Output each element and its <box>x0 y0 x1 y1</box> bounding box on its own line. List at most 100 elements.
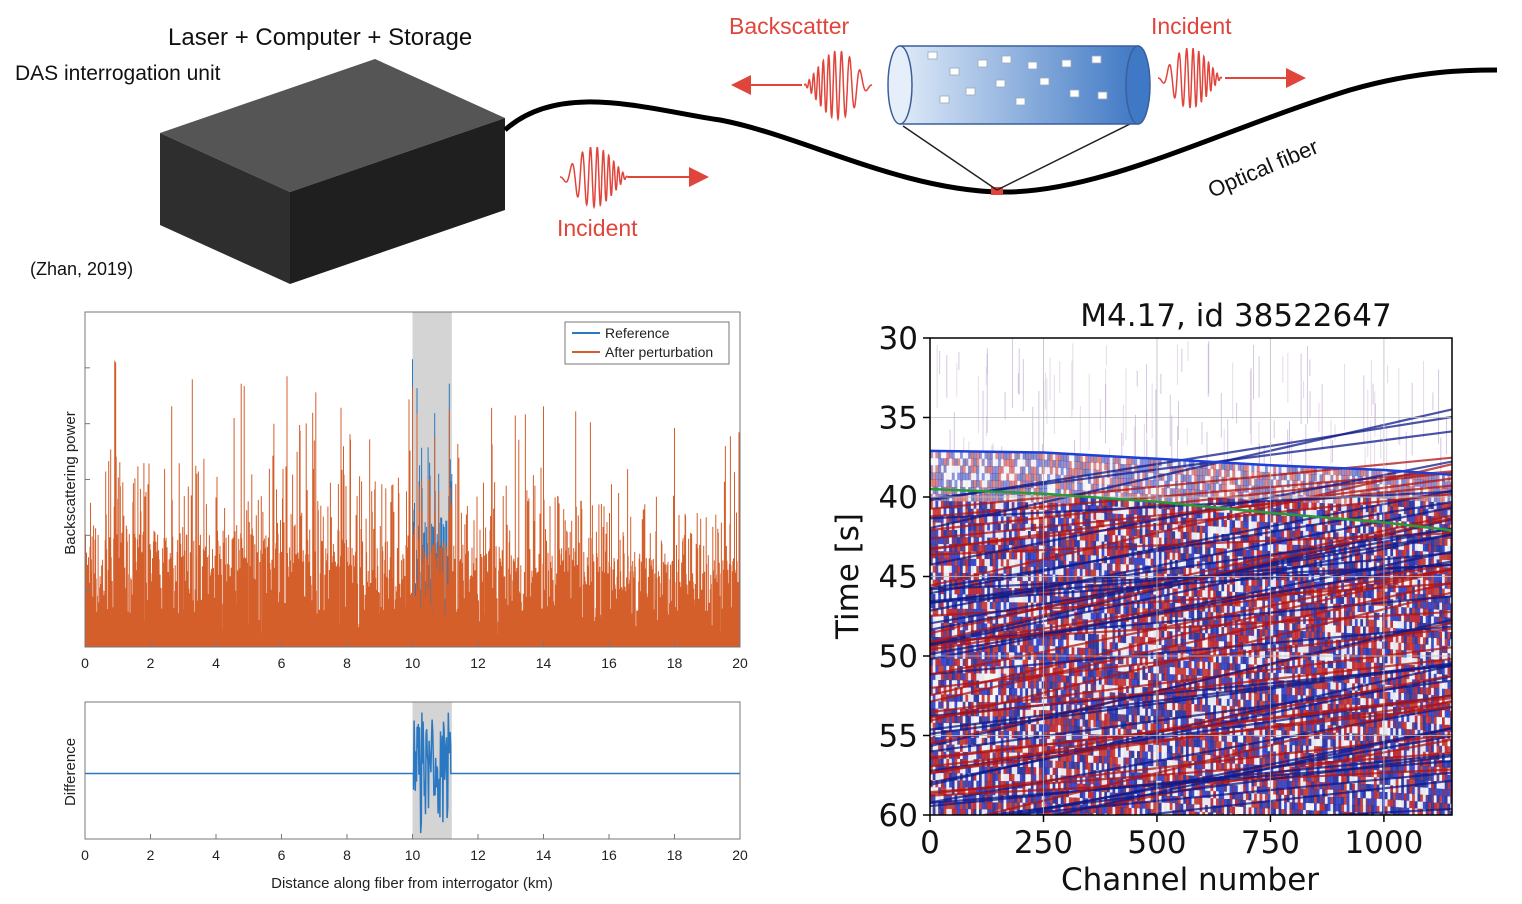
heatmap-cell <box>1098 455 1102 464</box>
heatmap-cell <box>943 601 947 609</box>
heatmap-cell <box>970 494 974 502</box>
heatmap-cell <box>1177 638 1181 647</box>
heatmap-cell <box>1088 612 1092 620</box>
heatmap-cell <box>1025 545 1029 553</box>
heatmap-cell <box>1028 767 1032 775</box>
heatmap-cell <box>1047 560 1051 568</box>
heatmap-cell <box>1030 745 1034 754</box>
heatmap-cell <box>1060 482 1064 490</box>
heatmap-cell <box>1025 573 1029 582</box>
heatmap-cell <box>1019 688 1023 696</box>
heatmap-cell <box>943 529 947 538</box>
heatmap-cell <box>1088 712 1092 721</box>
heatmap-cell <box>1049 538 1053 547</box>
heatmap-cell <box>981 601 985 610</box>
heatmap-cell <box>1071 554 1075 562</box>
heatmap-cell <box>1017 724 1021 732</box>
heatmap-cell <box>1180 689 1184 697</box>
heatmap-cell <box>1000 616 1004 624</box>
heatmap-cell <box>1079 561 1083 570</box>
heatmap-cell <box>1019 666 1023 675</box>
heatmap-cell <box>1085 755 1089 763</box>
heatmap-cell <box>930 536 934 545</box>
heatmap-cell <box>1156 723 1160 732</box>
heatmap-cell <box>1074 704 1078 713</box>
heatmap-cell <box>1096 698 1100 707</box>
heatmap-cell <box>1077 576 1081 584</box>
heatmap-cell <box>949 508 953 516</box>
heatmap-cell <box>1030 688 1034 696</box>
heatmap-cell <box>951 673 955 681</box>
heatmap-cell <box>1128 764 1132 773</box>
heatmap-cell <box>1068 761 1072 770</box>
heatmap-cell <box>1158 480 1162 488</box>
heatmap-cell <box>979 451 983 460</box>
heatmap-cell <box>1137 615 1141 623</box>
heatmap-cell <box>1000 509 1004 517</box>
heatmap-cell <box>946 608 950 617</box>
heatmap-cell <box>1088 590 1092 599</box>
heatmap-cell <box>1077 461 1081 470</box>
heatmap-cell <box>1134 557 1138 566</box>
heatmap-cell <box>960 730 964 738</box>
heatmap-cell <box>1098 562 1102 571</box>
heatmap-cell <box>987 523 991 531</box>
heatmap-cell <box>976 802 980 810</box>
heatmap-cell <box>1000 516 1004 524</box>
heatmap-cell <box>1060 489 1064 497</box>
heatmap-cell <box>1082 762 1086 770</box>
heatmap-cell <box>1117 750 1121 758</box>
heatmap-cell <box>1117 564 1121 572</box>
heatmap-cell <box>973 780 977 789</box>
heatmap-cell <box>968 558 972 567</box>
heatmap-cell <box>1177 646 1181 654</box>
heatmap-cell <box>1049 560 1053 568</box>
heatmap-cell <box>932 536 936 545</box>
heatmap-cell <box>1044 466 1048 475</box>
heatmap-cell <box>932 622 936 631</box>
heatmap-cell <box>1145 694 1149 702</box>
heatmap-cell <box>1131 593 1135 601</box>
heatmap-cell <box>940 672 944 681</box>
heatmap-cell <box>1134 507 1138 516</box>
heatmap-cell <box>1047 524 1051 532</box>
heatmap-cell <box>957 809 961 815</box>
heatmap-cell <box>949 644 953 652</box>
heatmap-cell <box>1036 803 1040 811</box>
heatmap-cell <box>1169 767 1173 775</box>
heatmap-cell <box>1077 733 1081 741</box>
heatmap-cell <box>1153 630 1157 638</box>
heatmap-cell <box>943 479 947 488</box>
heatmap-cell <box>1038 695 1042 704</box>
heatmap-cell <box>1180 810 1184 815</box>
heatmap-cell <box>1006 645 1010 653</box>
heatmap-cell <box>962 694 966 703</box>
heatmap-cell <box>1131 607 1135 616</box>
heatmap-cell <box>1071 654 1075 662</box>
heatmap-cell <box>1158 695 1162 703</box>
heatmap-cell <box>1009 523 1013 532</box>
heatmap-cell <box>1044 459 1048 468</box>
heatmap-cell <box>992 480 996 488</box>
heatmap-cell <box>970 544 974 553</box>
heatmap-cell <box>1038 774 1042 782</box>
heatmap-cell <box>1145 680 1149 688</box>
heatmap-cell <box>1150 694 1154 703</box>
heatmap-cell <box>1071 461 1075 469</box>
heatmap-cell <box>1166 566 1170 575</box>
heatmap-cell <box>1044 488 1048 496</box>
heatmap-cell <box>1093 455 1097 463</box>
heatmap-cell <box>1093 698 1097 707</box>
heatmap-cell <box>1123 507 1127 515</box>
heatmap-cell <box>1177 460 1181 468</box>
heatmap-cell <box>976 744 980 753</box>
heatmap-cell <box>1030 645 1034 654</box>
heatmap-cell <box>1017 523 1021 532</box>
heatmap-cell <box>1142 465 1146 473</box>
heatmap-cell <box>1082 690 1086 699</box>
heatmap-cell <box>1172 652 1176 661</box>
heatmap-cell <box>951 479 955 488</box>
heatmap-cell <box>1186 481 1190 490</box>
heatmap-cell <box>965 480 969 488</box>
heatmap-cell <box>1093 541 1097 549</box>
